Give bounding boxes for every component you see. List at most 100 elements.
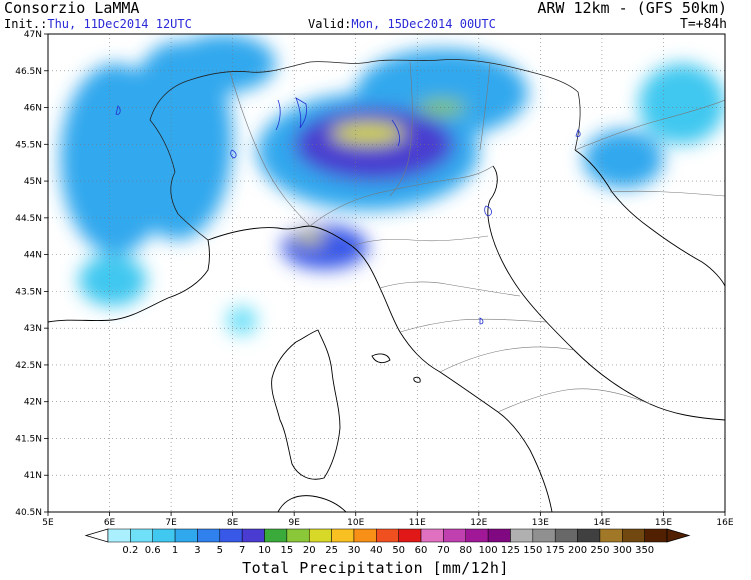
lat-tick-label: 45N (24, 177, 42, 187)
lon-tick-label: 6E (104, 518, 116, 528)
colorbar-swatch (219, 528, 243, 543)
colorbar-label: 300 (613, 545, 632, 556)
colorbar-swatch (286, 528, 310, 543)
coastlines-and-borders (48, 59, 725, 512)
colorbar-label: 25 (325, 545, 338, 556)
valid-value: Mon, 15Dec2014 00UTC (351, 17, 496, 31)
colorbar-label: 175 (546, 545, 565, 556)
colorbar-swatch (398, 528, 422, 543)
italy-west-coast (207, 225, 553, 512)
colorbar-label: 125 (501, 545, 520, 556)
west-alpine-border (170, 171, 209, 241)
valid-label: Valid: (308, 17, 352, 31)
colorbar-label: 15 (281, 545, 294, 556)
giglio-island (413, 376, 421, 383)
colorbar-label: 30 (348, 545, 361, 556)
colorbar-swatch (532, 528, 556, 543)
colorbar-label: 40 (370, 545, 383, 556)
colorbar-label: 350 (635, 545, 654, 556)
precip-area-11 (638, 63, 725, 145)
lon-tick-label: 9E (288, 518, 300, 528)
colorbar-label: 50 (392, 545, 405, 556)
colorbar-swatch (197, 528, 221, 543)
lat-tick-label: 44.5N (15, 214, 42, 224)
colorbar-swatch (331, 528, 355, 543)
lat-tick-label: 42N (24, 398, 42, 408)
colorbar-title: Total Precipitation [mm/12h] (242, 559, 509, 577)
colorbar-swatch (644, 528, 668, 543)
map-grid (48, 34, 725, 512)
colorbar-label: 1 (172, 545, 178, 556)
france-coast (48, 239, 210, 323)
init-label: Init.: (4, 17, 48, 31)
lat-tick-label: 45.5N (15, 140, 42, 150)
colorbar-swatch (554, 528, 578, 543)
lon-tick-label: 15E (655, 518, 672, 528)
colorbar-swatch (130, 528, 153, 543)
colorbar: 0.2 0.6 1 3 5 7 10 15 20 25 30 40 50 60 70 80 100 125 150 1… (84, 528, 691, 556)
lat-tick-label: 41N (24, 471, 42, 481)
init-time: Init.:Thu, 11Dec2014 12UTC (4, 17, 192, 31)
corsica-coast (271, 329, 341, 480)
colorbar-label: 150 (523, 545, 542, 556)
colorbar-swatch (622, 528, 645, 543)
precip-area-12 (226, 306, 258, 336)
precip-area-10 (583, 129, 664, 189)
lat-tick-label: 42.5N (15, 361, 42, 371)
lon-tick-label: 10E (347, 518, 364, 528)
lon-tick-label: 14E (593, 518, 610, 528)
colorbar-swatch (308, 528, 332, 543)
croatia-coast (574, 149, 725, 287)
forecast-step: T=+84h (680, 17, 727, 32)
precip-area-2 (171, 34, 276, 93)
alpine-border (149, 59, 581, 173)
lat-tick-label: 41.5N (15, 434, 42, 444)
colorbar-label: 250 (590, 545, 609, 556)
lat-tick-label: 43.5N (15, 287, 42, 297)
regional-borders (229, 61, 725, 413)
colorbar-swatch (420, 528, 444, 543)
lon-tick-label: 12E (470, 518, 487, 528)
precip-area-6 (294, 107, 455, 182)
lon-tick-label: 8E (227, 518, 239, 528)
producer-title: Consorzio LaMMA (4, 0, 140, 17)
precip-area-1 (60, 63, 172, 255)
colorbar-label: 0.2 (122, 545, 138, 556)
colorbar-label: 5 (217, 545, 223, 556)
lakes (115, 97, 581, 325)
lat-tick-label: 46.5N (15, 67, 42, 77)
colorbar-swatch (443, 528, 467, 543)
colorbar-label: 200 (568, 545, 587, 556)
colorbar-swatch (577, 528, 601, 543)
colorbar-swatch (376, 528, 399, 543)
precip-area-13 (78, 254, 147, 307)
colorbar-arrow-low (84, 528, 109, 543)
italy-east-coast (487, 165, 725, 421)
precip-area-9 (294, 232, 325, 244)
lon-tick-label: 5E (42, 518, 54, 528)
colorbar-label: 3 (194, 545, 200, 556)
precip-area-7 (331, 122, 405, 145)
precipitation-field (60, 34, 725, 336)
elba-island (371, 353, 391, 364)
colorbar-swatch (487, 528, 511, 543)
colorbar-swatch (152, 528, 176, 543)
colorbar-label: 100 (479, 545, 498, 556)
valid-time: Valid:Mon, 15Dec2014 00UTC (308, 17, 496, 31)
precip-area-8 (417, 100, 467, 115)
lon-tick-label: 7E (165, 518, 177, 528)
colorbar-label: 60 (415, 545, 428, 556)
colorbar-label: 7 (239, 545, 245, 556)
colorbar-swatch (107, 528, 131, 543)
colorbar-arrow-high (666, 528, 691, 543)
precip-area-5 (281, 225, 369, 270)
lat-tick-label: 46N (24, 104, 42, 114)
map-frame (47, 33, 726, 513)
colorbar-swatch (465, 528, 489, 543)
colorbar-swatch (264, 528, 288, 543)
lat-tick-label: 40.5N (15, 508, 42, 518)
colorbar-swatch (599, 528, 623, 543)
colorbar-label: 80 (459, 545, 472, 556)
colorbar-label: 10 (258, 545, 271, 556)
